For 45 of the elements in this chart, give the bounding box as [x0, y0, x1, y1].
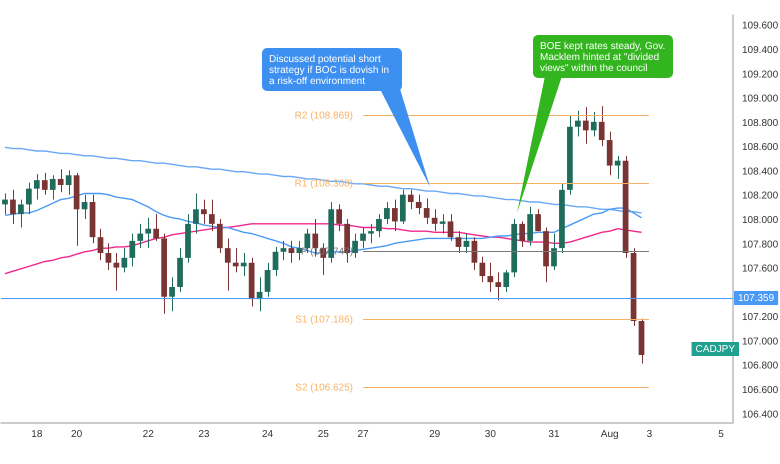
y-tick-label: 109.400: [742, 44, 779, 56]
ref-line-label: 107.359: [738, 292, 775, 304]
x-tick-label: 3: [646, 428, 653, 440]
speech-bubble: BOE kept rates steady, Gov. Macklem hinted at "divided views" within the council: [517, 35, 673, 213]
x-tick-label: 23: [198, 428, 210, 440]
y-tick-label: 107.000: [742, 336, 779, 348]
candlestick: [82, 194, 88, 220]
y-tick-label: 108.600: [742, 142, 779, 154]
y-tick-label: 106.600: [742, 384, 779, 396]
x-tick-label: 18: [31, 428, 43, 440]
x-tick-label: 30: [484, 428, 496, 440]
y-tick-label: 108.800: [742, 118, 779, 129]
annotation: CADJPY: [696, 344, 736, 355]
candlestick: [114, 252, 120, 292]
y-tick-label: 109.600: [742, 20, 779, 32]
ref-line-label: R2 (108.869): [294, 110, 354, 122]
x-tick-label: 5: [718, 428, 724, 440]
x-tick-label: 24: [262, 428, 274, 440]
candlestick: [456, 230, 462, 254]
y-tick-label: 106.400: [742, 409, 779, 420]
y-tick-label: 108.200: [742, 190, 779, 202]
ref-line-label: S1 (107.186): [295, 314, 354, 326]
y-tick-label: 107.600: [742, 264, 779, 275]
x-tick-label: 20: [71, 428, 83, 440]
candlestick: [288, 240, 294, 264]
y-tick-label: 107.800: [742, 239, 779, 250]
x-tick-label: 31: [548, 428, 560, 440]
annotation: Discussed potential short strategy if BOC is dovish in a risk-off environment: [269, 54, 390, 87]
y-tick-label: 108.400: [742, 166, 779, 178]
candlestick: [280, 240, 286, 261]
x-tick-label: Aug: [600, 428, 619, 440]
candlestick: [360, 227, 366, 249]
y-tick-label: 109.200: [742, 69, 779, 80]
x-tick-label: 22: [142, 428, 154, 440]
annotation: BOE kept rates steady, Gov. Macklem hinted at "divided views" within the council: [540, 41, 666, 74]
y-tick-label: 107.200: [742, 312, 779, 324]
y-tick-label: 108.000: [742, 214, 779, 226]
x-tick-label: 25: [318, 428, 330, 440]
x-tick-label: 29: [429, 428, 441, 440]
ref-line-label: R1 (108.308): [294, 178, 354, 190]
candlestick: [2, 193, 8, 215]
ref-line-label: S2 (106.625): [295, 382, 354, 394]
y-tick-label: 106.800: [742, 360, 779, 372]
x-tick-label: 27: [357, 428, 370, 440]
y-tick-label: 109.000: [742, 94, 779, 105]
